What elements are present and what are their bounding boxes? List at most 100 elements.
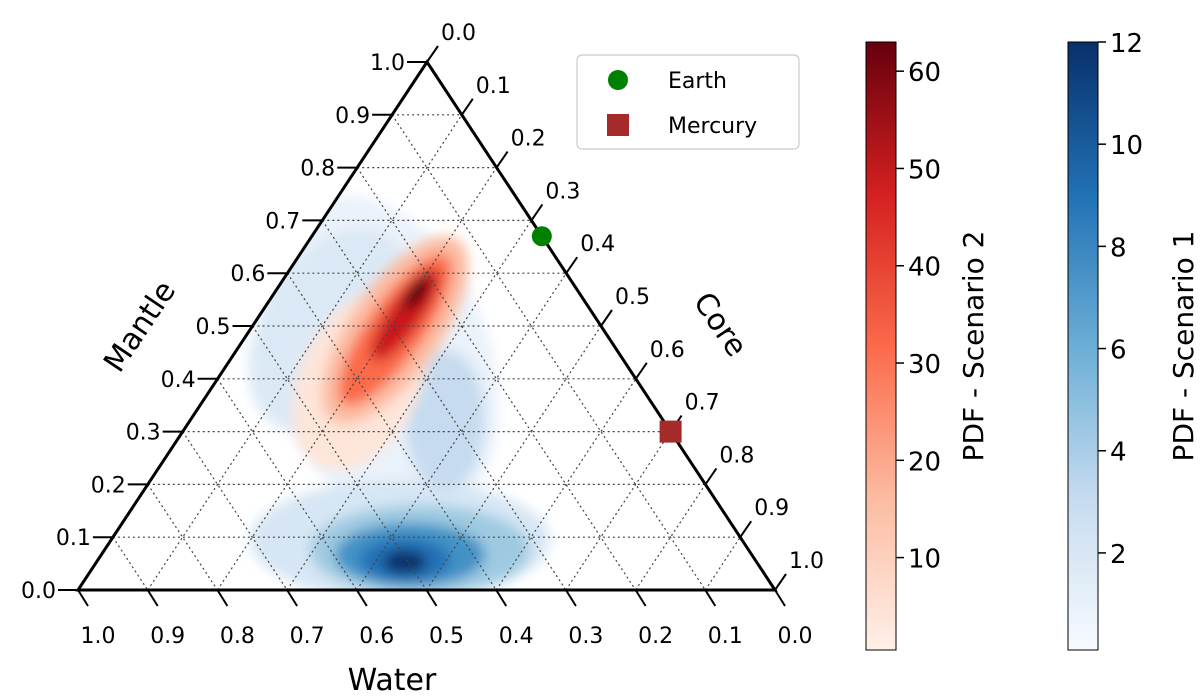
- grid-line: [565, 431, 672, 591]
- core-tick-label: 0.1: [476, 74, 511, 99]
- colorbar-scenario-1: 2 4 6 8 10 12 PDF - Scenario 1: [1067, 29, 1200, 651]
- mantle-tick-label: 0.5: [196, 315, 231, 340]
- ternary-grid: [112, 114, 741, 591]
- legend: Earth Mercury: [576, 54, 800, 150]
- water-tick-label: 0.6: [359, 624, 394, 649]
- core-tick: [600, 309, 613, 327]
- grid-line: [495, 378, 637, 591]
- colorbar-scenario-1-label: PDF - Scenario 1: [1167, 231, 1200, 462]
- water-tick: [355, 589, 368, 607]
- water-tick: [216, 589, 229, 607]
- core-tick: [774, 573, 787, 591]
- core-tick: [704, 467, 718, 485]
- water-tick: [704, 589, 717, 607]
- colorbar-scenario-2-tick-label: 30: [908, 350, 941, 380]
- mercury-marker: [659, 420, 682, 443]
- water-axis-label: Water: [348, 663, 437, 698]
- core-tick: [495, 151, 509, 169]
- core-tick-label: 0.7: [685, 391, 720, 416]
- core-tick: [530, 203, 544, 221]
- water-tick: [495, 589, 508, 607]
- grid-line: [321, 220, 567, 591]
- grid-line: [356, 167, 637, 591]
- colorbar-scenario-2-scale: [865, 41, 897, 651]
- colorbar-scenario-1-tick-label: 8: [1110, 233, 1127, 263]
- mantle-tick-label: 0.7: [265, 209, 300, 234]
- colorbar-scenario-1-tick-label: 10: [1110, 131, 1143, 161]
- grid-line: [217, 378, 358, 591]
- core-tick-label: 0.5: [615, 285, 650, 310]
- water-tick-label: 0.8: [220, 624, 255, 649]
- core-tick-label: 0.6: [650, 338, 685, 363]
- colorbar-scenario-2-label: PDF - Scenario 2: [957, 231, 990, 462]
- water-tick: [565, 589, 577, 607]
- water-tick-label: 1.0: [81, 624, 116, 649]
- grid-line: [147, 484, 218, 591]
- core-tick: [460, 98, 474, 116]
- colorbar-scenario-1-tick-label: 4: [1110, 438, 1127, 468]
- mantle-tick-label: 0.6: [230, 262, 265, 287]
- core-axis-label: Core: [686, 286, 754, 363]
- mantle-tick-label: 0.8: [300, 157, 335, 182]
- mantle-tick-label: 0.4: [161, 368, 196, 393]
- legend-box: [576, 54, 800, 150]
- water-tick-label: 0.4: [499, 624, 534, 649]
- mantle-axis-label: Mantle: [97, 275, 183, 379]
- legend-earth-marker: [608, 70, 628, 90]
- mantle-tick-label: 0.9: [335, 104, 370, 129]
- grid-line: [286, 272, 497, 591]
- water-tick: [77, 589, 89, 607]
- colorbar-scenario-2-tick-label: 60: [908, 58, 941, 88]
- water-tick-label: 0.7: [290, 624, 325, 649]
- legend-mercury-marker: [607, 114, 629, 136]
- water-tick: [774, 589, 786, 607]
- grid-line: [112, 536, 149, 591]
- grid-line: [216, 167, 498, 591]
- core-tick-label: 0.0: [441, 21, 476, 46]
- water-tick-label: 0.5: [429, 624, 464, 649]
- core-tick: [565, 256, 579, 274]
- legend-mercury-label: Mercury: [668, 114, 757, 139]
- mantle-tick-label: 0.2: [91, 473, 126, 498]
- point-markers: [531, 226, 682, 443]
- core-tick-label: 0.3: [545, 179, 580, 204]
- grid-line: [182, 431, 288, 591]
- grid-line: [704, 536, 741, 591]
- mantle-tick-label: 0.0: [21, 579, 56, 604]
- colorbar-scenario-2-tick-label: 20: [908, 447, 941, 477]
- water-tick-label: 0.3: [568, 624, 603, 649]
- colorbar-scenario-2-tick-label: 10: [908, 545, 941, 575]
- colorbar-scenario-1-tick-label: 12: [1110, 29, 1143, 59]
- water-tick: [425, 589, 438, 607]
- colorbar-scenario-1-ticks: 2 4 6 8 10 12: [1098, 29, 1143, 570]
- water-tick-label: 0.2: [638, 624, 673, 649]
- colorbar-scenario-2-ticks: 10 20 30 40 50 60: [896, 58, 941, 575]
- colorbar-scenario-1-tick-label: 6: [1110, 336, 1127, 366]
- water-tick-label: 0.9: [150, 624, 185, 649]
- legend-earth-label: Earth: [668, 69, 727, 94]
- earth-marker: [531, 226, 552, 247]
- grid-line: [286, 220, 532, 591]
- colorbar-scenario-2-tick-label: 40: [908, 253, 941, 283]
- water-tick-label: 0.0: [778, 624, 813, 649]
- mantle-tick-label: 1.0: [370, 51, 405, 76]
- mantle-tick-label: 0.3: [126, 421, 161, 446]
- ternary-ticks: 1.0 0.9 0.8 0.7 0.6 0.5 0.4 0.3 0.2 0.1 0.0 0.0 0.1 0…: [21, 21, 824, 649]
- water-tick-label: 0.1: [708, 624, 743, 649]
- water-tick: [286, 589, 298, 607]
- colorbar-scenario-2-tick-label: 50: [908, 155, 941, 185]
- water-tick: [634, 589, 647, 607]
- grid-line: [635, 484, 706, 591]
- colorbar-scenario-1-scale: [1067, 41, 1099, 651]
- core-tick: [634, 362, 648, 380]
- grid-line: [356, 272, 567, 591]
- core-tick: [739, 520, 753, 538]
- core-tick-label: 0.2: [511, 127, 546, 152]
- core-tick-label: 1.0: [789, 549, 824, 574]
- colorbar-scenario-1-tick-label: 2: [1110, 540, 1127, 570]
- core-tick-label: 0.9: [754, 496, 789, 521]
- colorbar-scenario-2: 10 20 30 40 50 60 PDF - Scenario 2: [865, 41, 990, 651]
- water-tick: [146, 589, 159, 607]
- core-tick: [426, 45, 439, 63]
